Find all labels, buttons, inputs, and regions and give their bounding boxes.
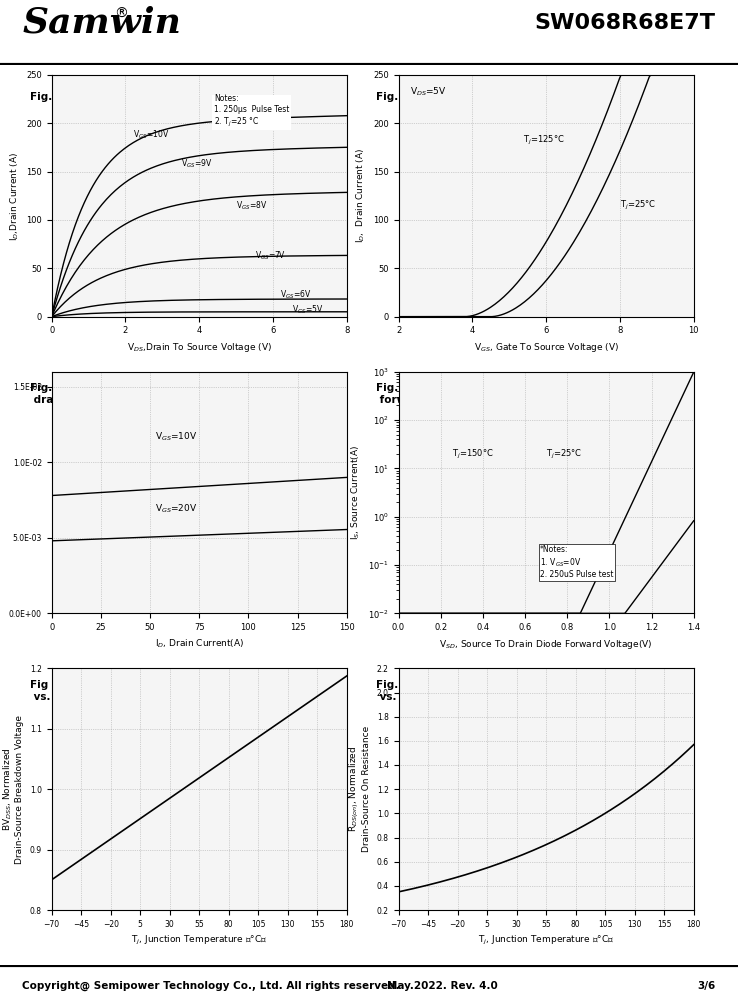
- X-axis label: V$_{GS}$, Gate To Source Voltage (V): V$_{GS}$, Gate To Source Voltage (V): [474, 341, 618, 354]
- Y-axis label: I$_D$,  Drain Current (A): I$_D$, Drain Current (A): [355, 148, 368, 243]
- Text: *Notes:
1. V$_{GS}$=0V
2. 250uS Pulse test: *Notes: 1. V$_{GS}$=0V 2. 250uS Pulse te…: [540, 545, 614, 579]
- Text: Fig. 4. On-state current vs. diode
 forward voltage: Fig. 4. On-state current vs. diode forwa…: [376, 383, 572, 405]
- Text: V$_{GS}$=9V: V$_{GS}$=9V: [181, 158, 213, 170]
- Text: 3/6: 3/6: [697, 981, 716, 991]
- Text: T$_j$=25°C: T$_j$=25°C: [620, 199, 656, 212]
- Text: May.2022. Rev. 4.0: May.2022. Rev. 4.0: [387, 981, 498, 991]
- Text: Samwin: Samwin: [22, 6, 181, 40]
- Text: V$_{GS}$=5V: V$_{GS}$=5V: [292, 304, 323, 316]
- Text: ®: ®: [114, 7, 128, 21]
- Y-axis label: I$_S$, Source Current(A): I$_S$, Source Current(A): [350, 445, 362, 540]
- Text: SW068R68E7T: SW068R68E7T: [535, 13, 716, 33]
- Text: T$_j$=150°C: T$_j$=150°C: [452, 448, 494, 461]
- X-axis label: T$_j$, Junction Temperature （°C）: T$_j$, Junction Temperature （°C）: [131, 934, 267, 947]
- X-axis label: V$_{DS}$,Drain To Source Voltage (V): V$_{DS}$,Drain To Source Voltage (V): [127, 341, 272, 354]
- Text: Fig. 3. On-resistance variation vs.
 drain current and gate voltage: Fig. 3. On-resistance variation vs. drai…: [30, 383, 229, 405]
- Text: Copyright@ Semipower Technology Co., Ltd. All rights reserved.: Copyright@ Semipower Technology Co., Ltd…: [22, 981, 400, 991]
- Text: T$_j$=25°C: T$_j$=25°C: [546, 448, 582, 461]
- Text: Fig. 6. On-resistance variation
 vs. junction temperature: Fig. 6. On-resistance variation vs. junc…: [376, 680, 555, 702]
- Y-axis label: I$_D$,Drain Current (A): I$_D$,Drain Current (A): [8, 151, 21, 241]
- X-axis label: I$_D$, Drain Current(A): I$_D$, Drain Current(A): [154, 638, 244, 650]
- Text: V$_{GS}$=8V: V$_{GS}$=8V: [236, 199, 268, 212]
- Text: V$_{GS}$=7V: V$_{GS}$=7V: [255, 250, 285, 262]
- X-axis label: V$_{SD}$, Source To Drain Diode Forward Voltage(V): V$_{SD}$, Source To Drain Diode Forward …: [439, 638, 653, 651]
- Text: T$_j$=125°C: T$_j$=125°C: [523, 134, 565, 147]
- Text: Fig. 1. On-state characteristics: Fig. 1. On-state characteristics: [30, 92, 212, 102]
- Y-axis label: R$_{DS(on)}$, Normalized
Drain-Source On Resistance: R$_{DS(on)}$, Normalized Drain-Source On…: [347, 726, 371, 852]
- Text: V$_{GS}$=20V: V$_{GS}$=20V: [155, 503, 198, 515]
- Y-axis label: BV$_{DSS}$, Normalized
Drain-Source Breakdown Voltage: BV$_{DSS}$, Normalized Drain-Source Brea…: [1, 715, 24, 864]
- Text: V$_{GS}$=6V: V$_{GS}$=6V: [280, 288, 312, 301]
- X-axis label: T$_j$, Junction Temperature （°C）: T$_j$, Junction Temperature （°C）: [478, 934, 614, 947]
- Text: Fig. 2. Transfer Characteristics: Fig. 2. Transfer Characteristics: [376, 92, 558, 102]
- Y-axis label: R$_{DS(on)}$, On-State Resistance(Ω): R$_{DS(on)}$, On-State Resistance(Ω): [0, 422, 4, 563]
- Text: Notes:
1. 250μs  Pulse Test
2. T$_j$=25 °C: Notes: 1. 250μs Pulse Test 2. T$_j$=25 °…: [214, 94, 289, 129]
- Text: V$_{GS}$=10V: V$_{GS}$=10V: [155, 430, 198, 443]
- Text: Fig 5. Breakdown voltage variation
 vs. junction temperature: Fig 5. Breakdown voltage variation vs. j…: [30, 680, 237, 702]
- Text: V$_{GS}$=10V: V$_{GS}$=10V: [133, 129, 169, 141]
- Text: V$_{DS}$=5V: V$_{DS}$=5V: [410, 85, 447, 98]
